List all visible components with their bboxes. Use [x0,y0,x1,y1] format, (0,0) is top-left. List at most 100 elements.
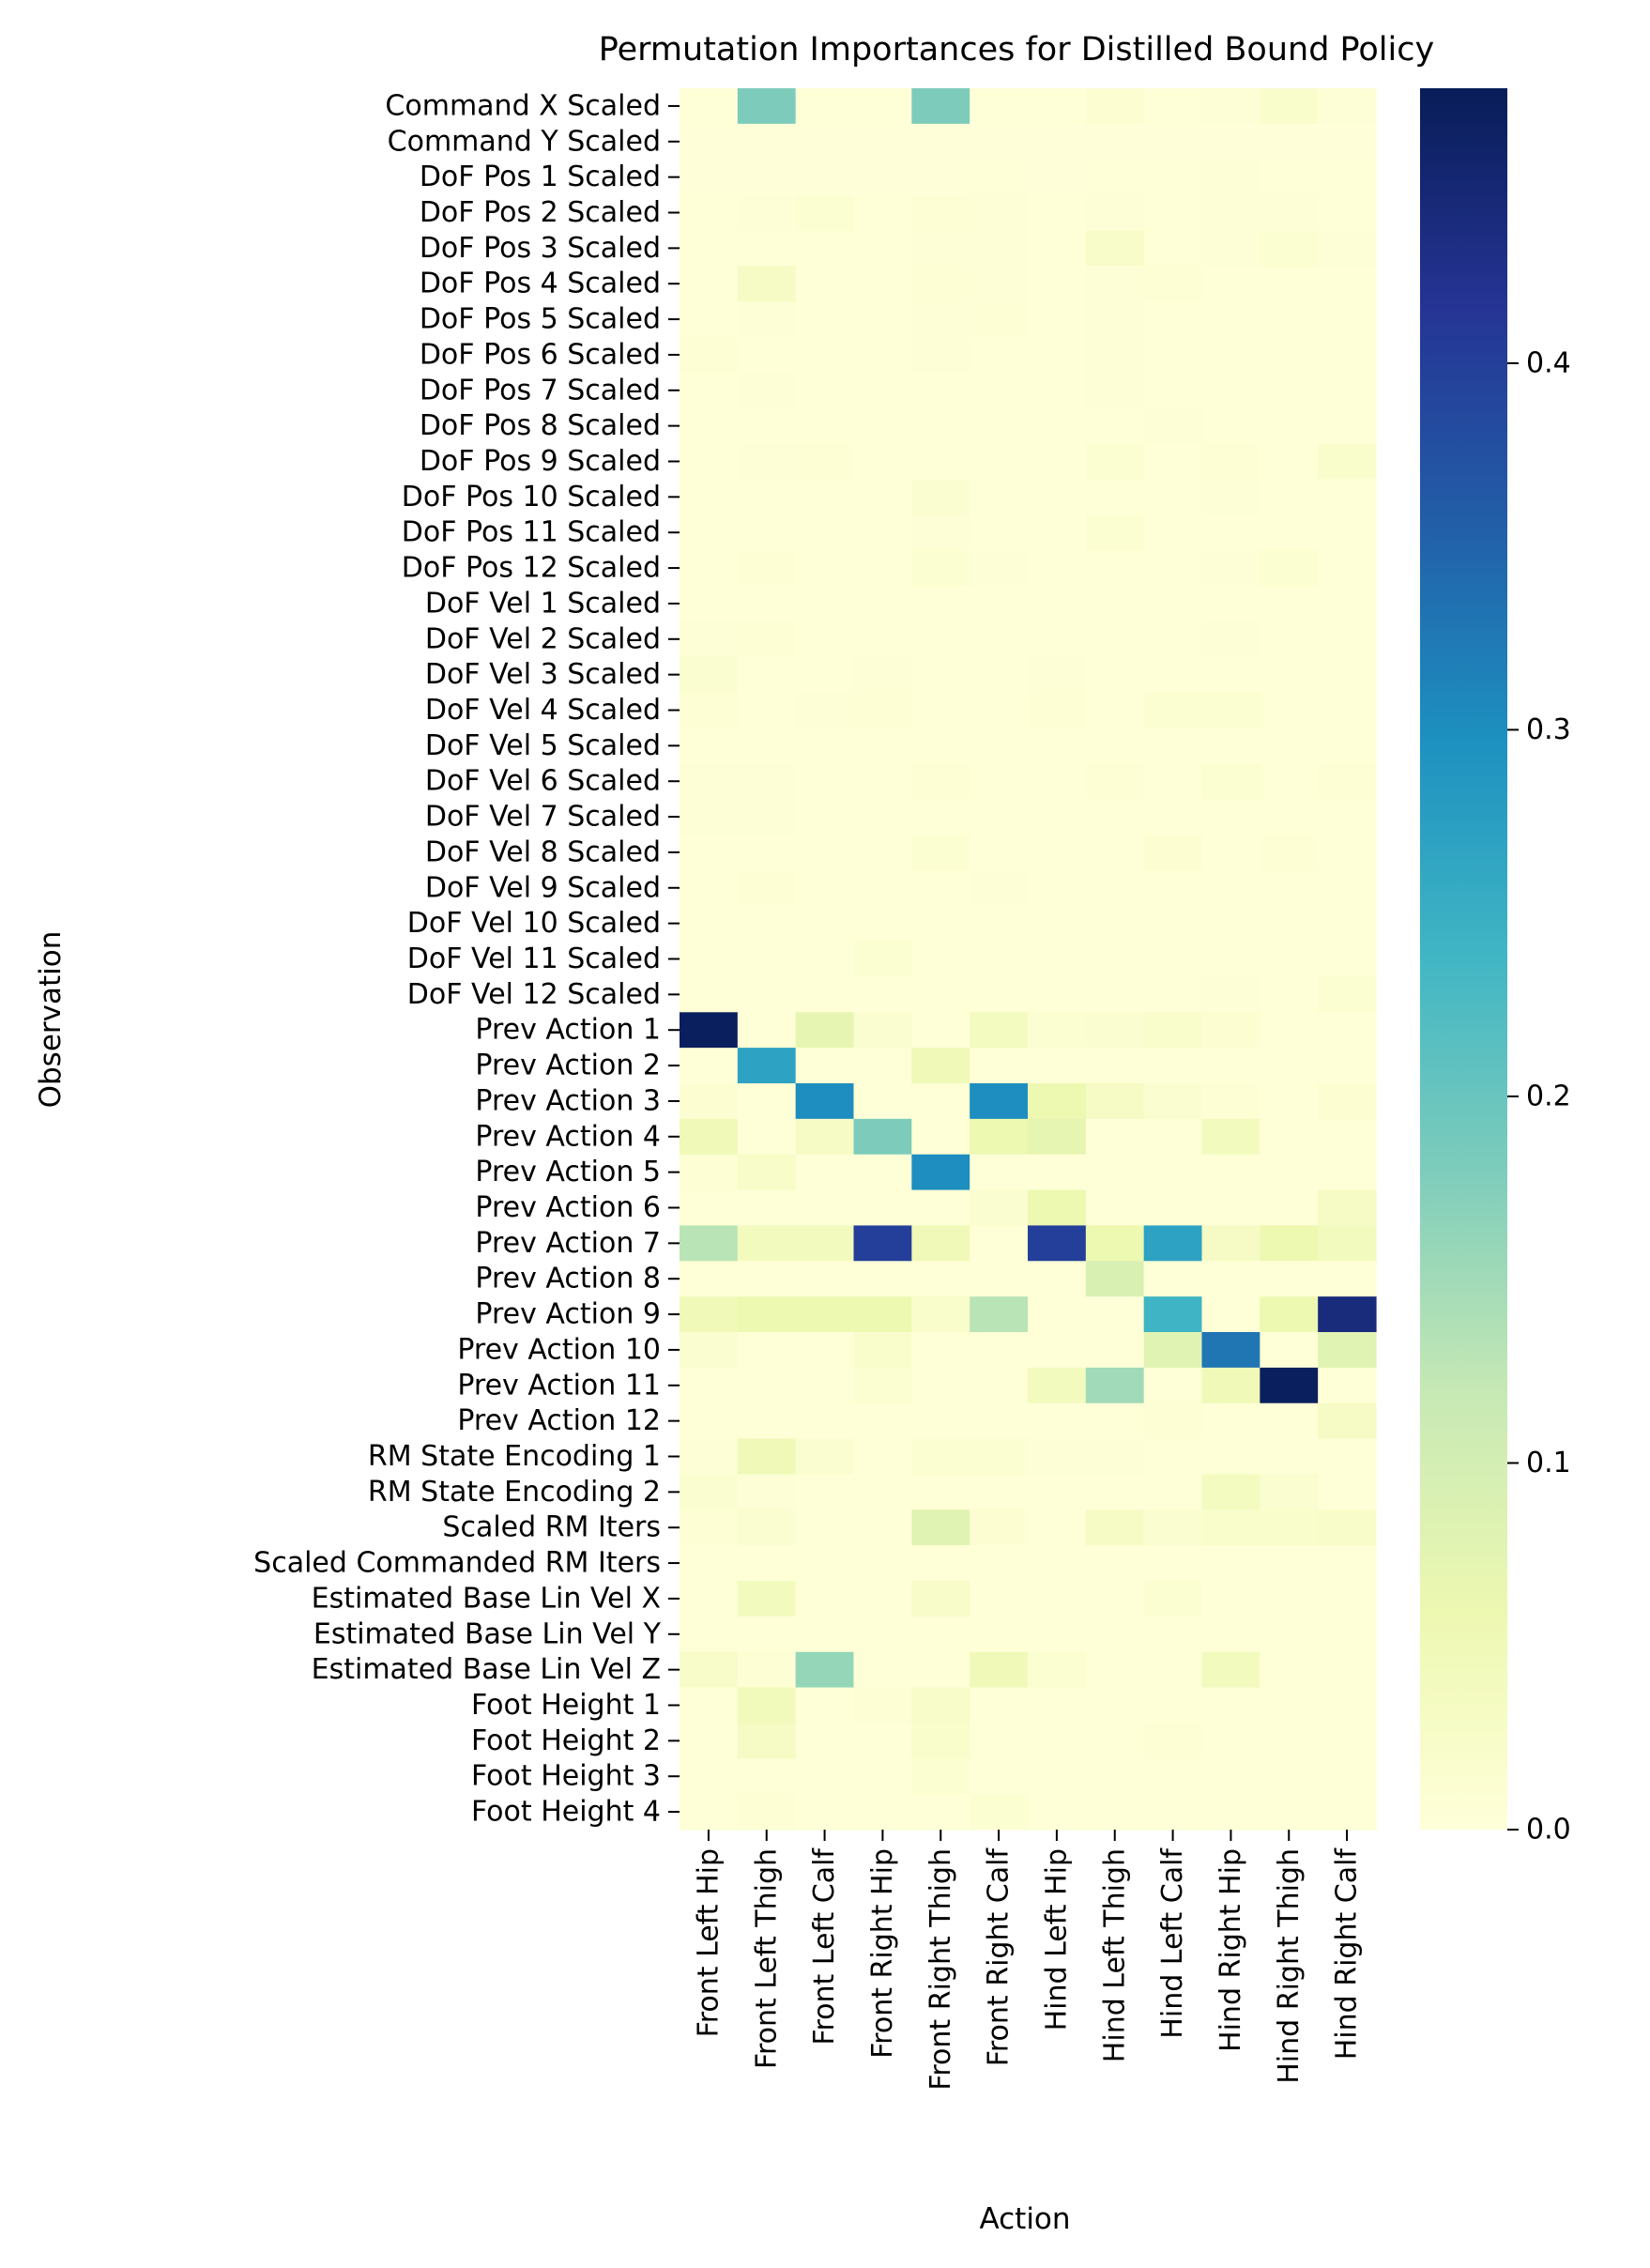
heatmap-cell [1028,1758,1087,1795]
heatmap-cell [911,443,970,481]
heatmap-cell [911,586,970,622]
heatmap-cell [1260,230,1319,267]
heatmap-cell [853,799,912,835]
heatmap-cell [1028,1083,1087,1120]
heatmap-cell [737,194,797,232]
heatmap-cell [1028,1225,1087,1262]
y-tick-label: Prev Action 6 [475,1191,661,1224]
heatmap-cell [1028,1367,1087,1404]
heatmap-cell [853,1118,912,1156]
heatmap-cell [680,1154,739,1191]
heatmap-cell [1318,728,1377,764]
heatmap-cell [795,1758,855,1795]
heatmap-cell [680,407,739,445]
heatmap-cell [970,1261,1029,1297]
heatmap-cell [795,1225,855,1262]
heatmap-cell [737,1083,797,1120]
heatmap-cell [853,1474,912,1510]
heatmap-cell [795,1083,855,1120]
heatmap-cell [853,1296,912,1333]
heatmap-cell [911,1545,970,1582]
heatmap-cell [1318,1189,1377,1227]
heatmap-cell [911,976,970,1013]
heatmap-cell [737,976,797,1013]
heatmap-cell [1201,1723,1260,1759]
heatmap-cell [1260,656,1319,694]
heatmap-cell [911,799,970,835]
heatmap-cell [1260,1474,1319,1510]
heatmap-cell [1085,621,1145,658]
heatmap-cell [1318,1261,1377,1297]
heatmap-cell [680,1225,739,1262]
heatmap-cell [853,1509,912,1546]
y-tick-label: Scaled Commanded RM Iters [253,1547,661,1580]
heatmap-cell [1085,372,1145,409]
heatmap-cell [1143,230,1203,267]
heatmap-cell [737,692,797,729]
heatmap-cell [737,728,797,764]
y-tick-label: DoF Vel 3 Scaled [425,658,661,691]
heatmap-cell [795,1332,855,1369]
heatmap-cell [1318,1118,1377,1156]
heatmap-cell [1201,550,1260,587]
heatmap-cell [1318,1651,1377,1689]
heatmap-cell [795,88,855,125]
y-tick-label: DoF Pos 3 Scaled [420,232,661,265]
heatmap-cell [853,301,912,338]
heatmap-cell [1143,1048,1203,1084]
heatmap-cell [1028,301,1087,338]
heatmap-cell [1318,1402,1377,1440]
heatmap-cell [1028,230,1087,267]
heatmap-cell [970,1438,1029,1476]
heatmap-cell [1318,1723,1377,1759]
heatmap-cell [1085,1758,1145,1795]
heatmap-cell [1260,621,1319,658]
heatmap-cell [680,159,739,196]
heatmap-cell [1201,621,1260,658]
heatmap-cell [1028,1794,1087,1831]
heatmap-cell [795,194,855,232]
heatmap-cell [911,123,970,161]
heatmap-cell [1085,1402,1145,1440]
heatmap-cell [680,621,739,658]
heatmap-cell [970,1083,1029,1120]
heatmap-cell [1201,407,1260,445]
heatmap-cell [1028,621,1087,658]
heatmap-cell [1201,266,1260,302]
heatmap-cell [1143,1723,1203,1759]
heatmap-cell [680,1651,739,1689]
heatmap-cell [970,799,1029,835]
heatmap-cell [1028,941,1087,978]
heatmap-cell [1318,1545,1377,1582]
heatmap-cell [1085,1616,1145,1653]
heatmap-cell [1318,869,1377,907]
heatmap-cell [795,799,855,835]
heatmap-cell [680,586,739,622]
heatmap-cell [795,1474,855,1510]
heatmap-cell [680,1118,739,1156]
heatmap-cell [1143,301,1203,338]
heatmap-cell [1201,941,1260,978]
heatmap-cell [911,869,970,907]
heatmap-cell [737,1332,797,1369]
heatmap-cell [970,621,1029,658]
heatmap-cell [1143,1118,1203,1156]
heatmap-cell [970,1474,1029,1510]
heatmap-cell [970,407,1029,445]
heatmap-cell [1143,835,1203,871]
heatmap-cell [1318,514,1377,551]
heatmap-cell [1201,1402,1260,1440]
heatmap-cell [737,1687,797,1724]
heatmap-cell [1318,123,1377,161]
heatmap-cell [680,656,739,694]
heatmap-cell [970,1651,1029,1689]
heatmap-cell [1028,1474,1087,1510]
heatmap-cell [795,1296,855,1333]
y-tick-label: DoF Vel 11 Scaled [407,942,661,975]
heatmap-cell [737,1794,797,1831]
heatmap-cell [737,656,797,694]
heatmap-cell [1028,1723,1087,1759]
heatmap-cell [795,159,855,196]
heatmap-cell [1143,1758,1203,1795]
heatmap-cell [970,586,1029,622]
